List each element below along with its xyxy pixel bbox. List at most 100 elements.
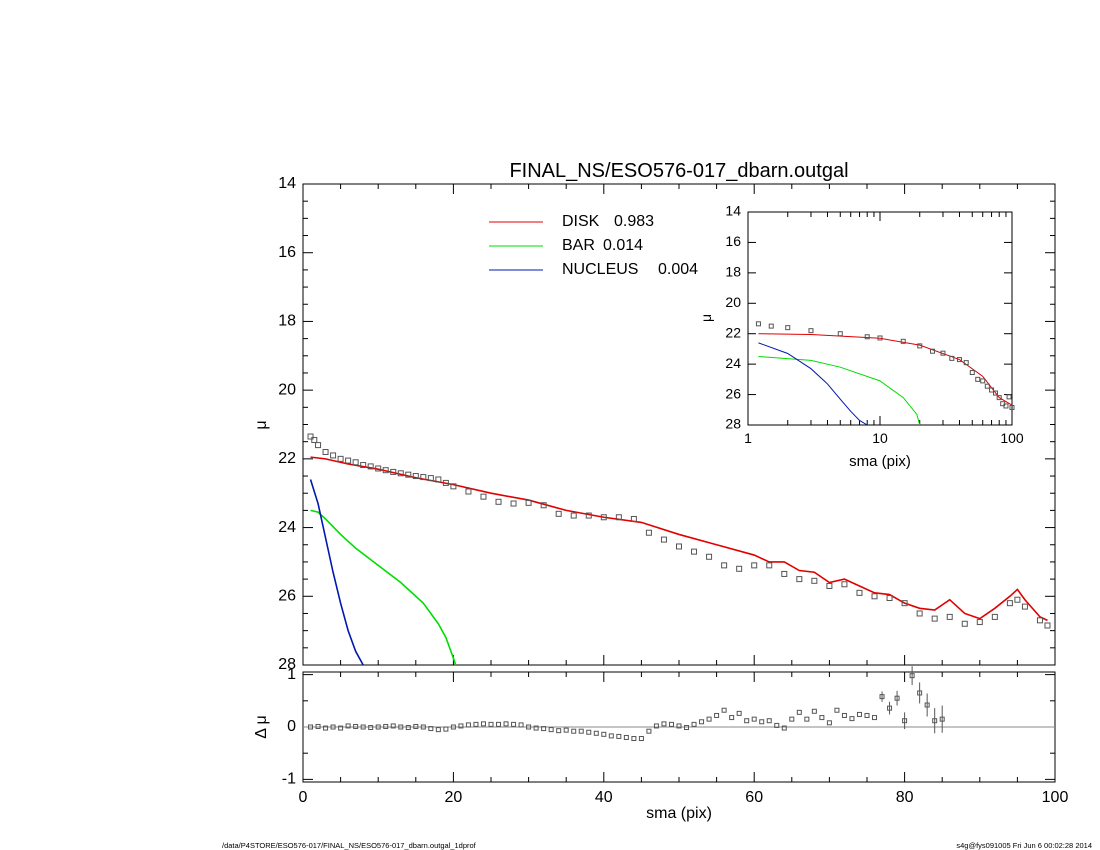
data-point	[510, 500, 517, 507]
residual-point	[751, 716, 757, 722]
residual-x-ticks: 0 20 40 60 80 100	[299, 672, 1068, 806]
data-point	[781, 570, 788, 577]
chart-title: FINAL_NS/ESO576-017_dbarn.outgal	[509, 160, 848, 182]
data-point	[721, 562, 728, 569]
series-line-nucleus	[758, 342, 868, 426]
residual-point	[480, 721, 486, 727]
inset-x-axis-label: sma (pix)	[849, 453, 911, 470]
data-point	[991, 613, 998, 620]
y-tick-label: 0	[287, 718, 296, 735]
data-point	[841, 581, 848, 588]
residual-point	[856, 711, 862, 717]
data-point	[367, 463, 374, 470]
residual-point	[676, 723, 682, 729]
residual-point	[924, 702, 930, 708]
y-tick-label: 18	[725, 264, 741, 280]
data-point	[975, 376, 981, 382]
y-tick-label: 28	[278, 656, 296, 673]
data-point	[435, 476, 442, 483]
residual-point	[593, 730, 599, 736]
residual-point	[781, 725, 787, 731]
data-point	[837, 331, 843, 337]
residual-point	[841, 712, 847, 718]
residual-point	[398, 724, 404, 730]
residual-point	[496, 721, 502, 727]
residual-point	[631, 736, 637, 742]
y-tick-label: 14	[725, 203, 741, 219]
residual-point	[661, 721, 667, 727]
main-y-ticks: 14 16 18 20 22 24 26 28	[278, 175, 1055, 673]
residual-point	[744, 718, 750, 724]
residual-point	[541, 726, 547, 732]
footer-file-path: /data/P4STORE/ESO576-017/FINAL_NS/ESO576…	[222, 841, 477, 850]
data-point	[916, 610, 923, 617]
legend-label-nucleus: NUCLEUS	[562, 261, 638, 278]
residual-point	[488, 721, 494, 727]
data-point	[736, 565, 743, 572]
data-point	[615, 514, 622, 521]
data-point	[1044, 622, 1051, 629]
residual-point	[879, 694, 885, 700]
data-point	[540, 502, 547, 509]
residual-point	[511, 721, 517, 727]
residual-panel: 0 20 40 60 80 100 10-1 sma (pix) Δ μ	[253, 666, 1068, 822]
residual-point	[706, 716, 712, 722]
y-tick-label: 18	[278, 313, 296, 330]
data-point	[311, 436, 318, 443]
y-tick-label: 16	[725, 233, 741, 249]
y-tick-label: 20	[725, 294, 741, 310]
y-tick-label: 22	[725, 324, 741, 340]
residual-point	[360, 724, 366, 730]
residual-point	[759, 719, 765, 725]
data-point	[996, 395, 1002, 401]
inset-y-ticks: 14 16 18 20 22 24 26 28	[725, 203, 1012, 432]
residual-point	[330, 724, 336, 730]
data-point	[525, 499, 532, 506]
x-tick-label: 1	[744, 430, 752, 446]
series-line-bar	[758, 356, 921, 426]
series-line-disk	[758, 333, 1013, 406]
residual-point	[894, 695, 900, 701]
data-point	[337, 455, 344, 462]
data-point	[826, 582, 833, 589]
legend-label-disk: DISK	[562, 213, 600, 230]
data-point	[917, 343, 923, 349]
data-point	[585, 512, 592, 519]
residual-point	[315, 723, 321, 729]
data-point	[811, 577, 818, 584]
residual-y-axis-label: Δ μ	[253, 715, 270, 738]
residual-point	[375, 724, 381, 730]
legend: DISK 0.983 BAR 0.014 NUCLEUS 0.004	[489, 213, 698, 278]
y-tick-label: 28	[725, 416, 741, 432]
data-point	[755, 321, 761, 327]
residual-point	[413, 723, 419, 729]
data-point	[322, 448, 329, 455]
data-point	[864, 334, 870, 340]
residual-point	[729, 715, 735, 721]
residual-point	[902, 718, 908, 724]
residual-point	[548, 727, 554, 733]
data-point	[360, 462, 367, 469]
y-tick-label: 14	[278, 175, 296, 192]
data-point	[963, 360, 969, 366]
residual-point	[383, 723, 389, 729]
y-tick-label: 26	[725, 385, 741, 401]
data-point	[1036, 617, 1043, 624]
y-tick-label: 24	[725, 355, 741, 371]
residual-point	[608, 733, 614, 739]
y-tick-label: 1	[287, 666, 296, 683]
residual-point	[646, 728, 652, 734]
data-point	[330, 452, 337, 459]
inset-series-layer	[755, 321, 1015, 426]
data-point	[785, 325, 791, 331]
residual-point	[586, 729, 592, 735]
data-point	[1021, 603, 1028, 610]
data-point	[412, 473, 419, 480]
data-point	[706, 553, 713, 560]
data-point	[375, 465, 382, 472]
data-point	[405, 471, 412, 478]
data-point	[751, 562, 758, 569]
residual-point	[721, 707, 727, 713]
data-point	[931, 615, 938, 622]
